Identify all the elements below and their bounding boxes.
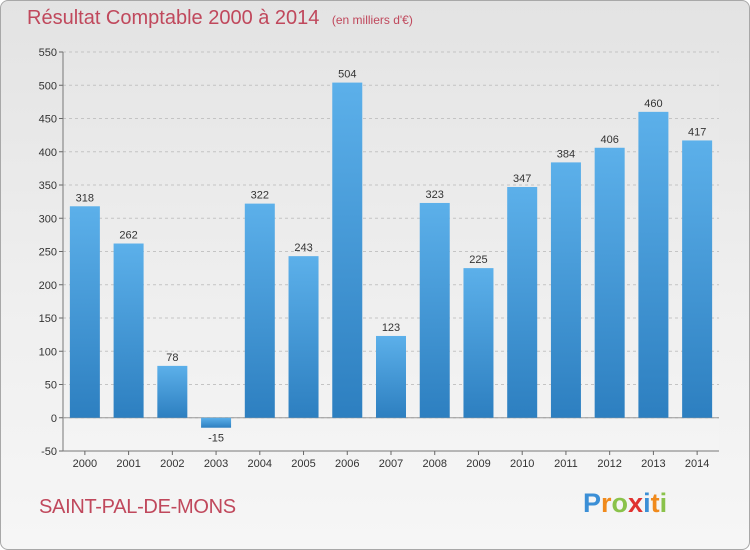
x-tick-label: 2000 bbox=[73, 458, 97, 470]
data-label: 323 bbox=[426, 189, 444, 201]
data-label: 322 bbox=[251, 190, 269, 202]
logo-letter: P bbox=[583, 488, 602, 518]
bar bbox=[419, 202, 450, 418]
y-tick-label: -50 bbox=[41, 446, 57, 458]
data-label: 243 bbox=[294, 242, 312, 254]
y-tick-label: 150 bbox=[39, 313, 57, 325]
y-tick-label: 350 bbox=[39, 180, 57, 192]
bar bbox=[682, 140, 713, 418]
x-tick-label: 2009 bbox=[466, 458, 490, 470]
y-tick-label: 400 bbox=[39, 147, 57, 159]
bar bbox=[638, 111, 669, 418]
chart-title-block: Résultat Comptable 2000 à 2014 (en milli… bbox=[27, 7, 413, 30]
bar bbox=[201, 417, 232, 428]
bar bbox=[113, 243, 144, 418]
data-label: 417 bbox=[688, 126, 706, 138]
bar bbox=[69, 206, 100, 418]
town-name: SAINT-PAL-DE-MONS bbox=[39, 496, 236, 518]
logo-letter: i bbox=[643, 488, 651, 518]
data-label: 262 bbox=[119, 230, 137, 242]
data-label: 225 bbox=[469, 254, 487, 266]
y-tick-label: 500 bbox=[39, 80, 57, 92]
logo-letter: t bbox=[650, 488, 660, 518]
bar bbox=[244, 203, 275, 418]
bar bbox=[594, 147, 625, 418]
chart-title: Résultat Comptable 2000 à 2014 bbox=[27, 7, 320, 29]
bar bbox=[157, 365, 188, 418]
x-tick-label: 2002 bbox=[160, 458, 184, 470]
y-tick-label: 50 bbox=[45, 380, 57, 392]
x-tick-label: 2007 bbox=[379, 458, 403, 470]
data-label: 123 bbox=[382, 322, 400, 334]
logo-letter: x bbox=[628, 488, 644, 518]
x-tick-label: 2006 bbox=[335, 458, 359, 470]
bar bbox=[463, 268, 494, 418]
y-tick-label: 450 bbox=[39, 114, 57, 126]
data-label: 504 bbox=[338, 69, 356, 81]
logo-letter: r bbox=[601, 488, 612, 518]
y-tick-label: 0 bbox=[51, 413, 57, 425]
data-label: -15 bbox=[208, 433, 224, 445]
x-tick-label: 2012 bbox=[597, 458, 621, 470]
bar bbox=[332, 82, 363, 418]
data-label: 384 bbox=[557, 148, 575, 160]
data-label: 347 bbox=[513, 173, 531, 185]
x-tick-label: 2011 bbox=[554, 458, 578, 470]
x-tick-label: 2004 bbox=[248, 458, 272, 470]
x-tick-label: 2001 bbox=[116, 458, 140, 470]
data-label: 318 bbox=[76, 192, 94, 204]
y-tick-label: 100 bbox=[39, 346, 57, 358]
x-tick-label: 2005 bbox=[291, 458, 315, 470]
x-tick-label: 2014 bbox=[685, 458, 709, 470]
x-tick-label: 2003 bbox=[204, 458, 228, 470]
chart-unit: (en milliers d'€) bbox=[331, 13, 413, 27]
bar bbox=[550, 162, 581, 418]
proxiti-logo: Proxiti bbox=[583, 488, 667, 519]
y-tick-label: 550 bbox=[39, 47, 57, 59]
data-label: 460 bbox=[644, 98, 662, 110]
data-label: 406 bbox=[600, 134, 618, 146]
bar bbox=[507, 186, 538, 418]
logo-letter: o bbox=[611, 488, 629, 518]
x-tick-label: 2013 bbox=[641, 458, 665, 470]
bar bbox=[376, 335, 406, 418]
y-tick-label: 200 bbox=[39, 280, 57, 292]
logo-letter: i bbox=[659, 488, 668, 518]
y-tick-label: 250 bbox=[39, 247, 57, 259]
bar bbox=[288, 256, 319, 418]
y-tick-label: 300 bbox=[39, 213, 57, 225]
x-tick-label: 2010 bbox=[510, 458, 534, 470]
data-label: 78 bbox=[166, 352, 178, 364]
x-tick-label: 2008 bbox=[422, 458, 446, 470]
